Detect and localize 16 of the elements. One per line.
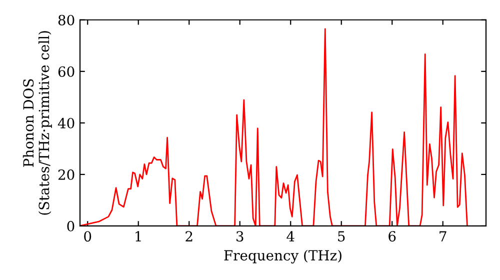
x-tick-label: 5 [338,231,345,242]
x-tick-label: 2 [186,231,192,242]
y-tick-label: 60 [58,66,74,77]
y-tick-label: 0 [67,220,74,232]
y-tick-label: 40 [58,118,74,128]
x-tick-label: 4 [286,231,294,242]
x-tick-label: 3 [236,231,244,242]
x-tick-label: 7 [440,231,446,242]
x-tick-label: 1 [136,231,141,242]
line-series [80,28,468,226]
x-tick-label: 6 [388,231,396,242]
x-axis-title: Frequency (THz) [224,250,342,264]
y-tick-label: 80 [58,14,74,26]
x-tick-label: 0 [84,231,92,242]
y-tick-label: 20 [58,169,74,180]
y-axis-title: Phonon DOS (States/THz·primitive cell) [22,31,52,215]
